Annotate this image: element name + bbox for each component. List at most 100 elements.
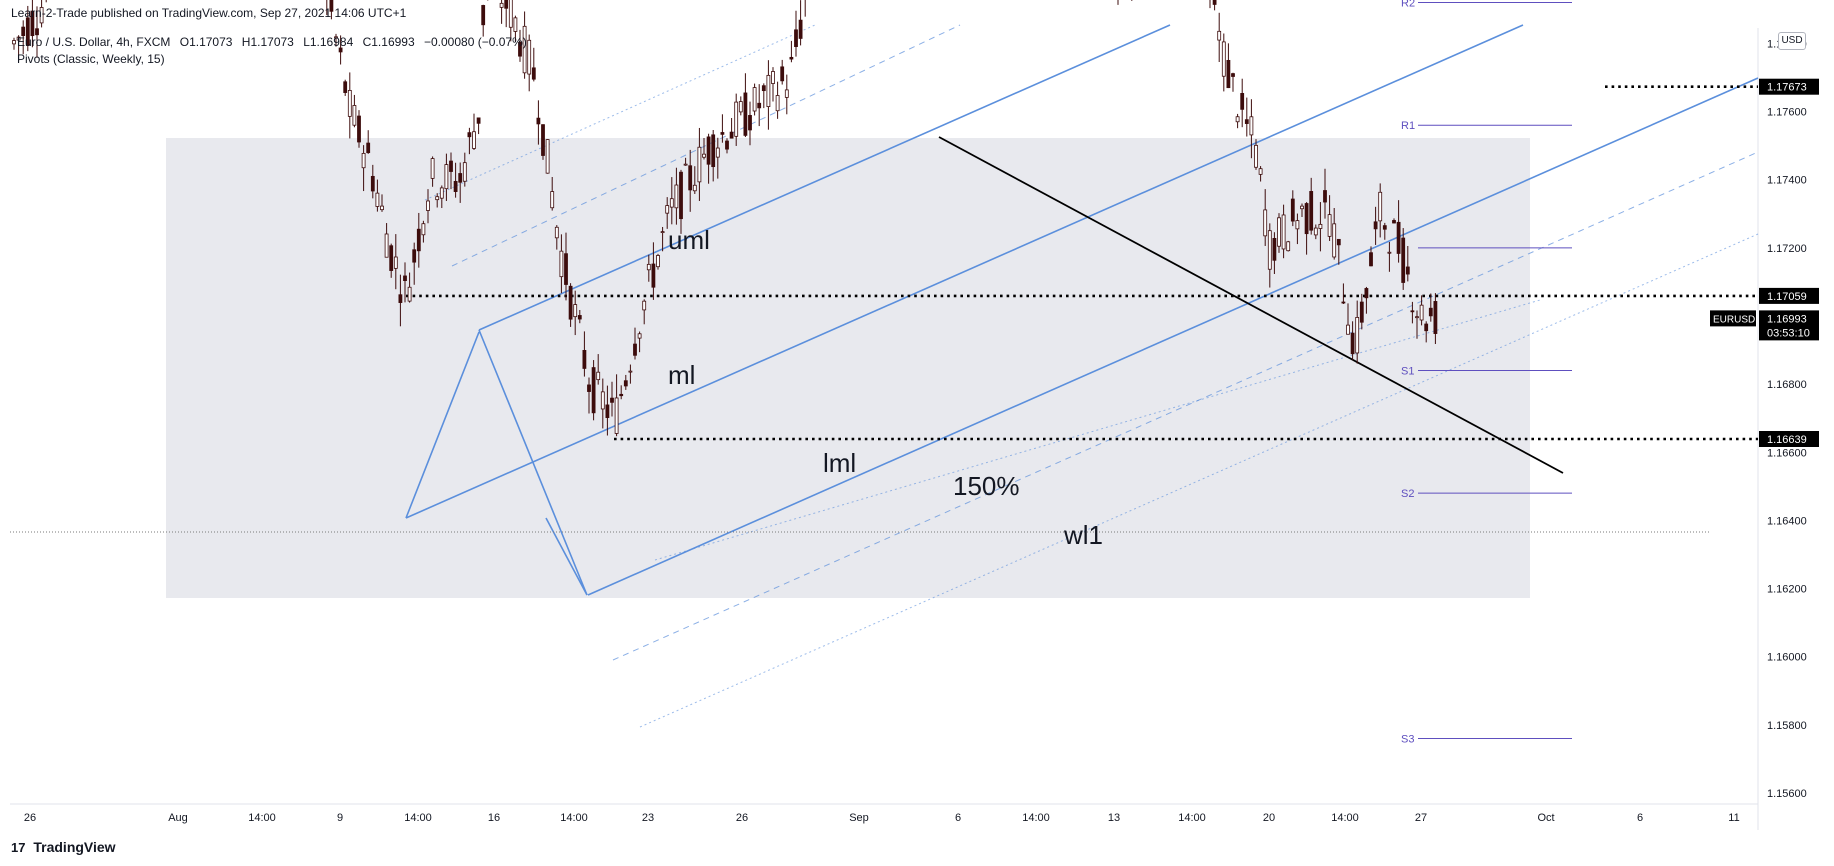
candle-body <box>559 250 564 278</box>
pitchfork-150-dotted <box>654 299 1541 561</box>
candle-body <box>637 333 642 339</box>
candle-body <box>384 233 389 258</box>
pitchfork-handle-1 <box>478 329 588 596</box>
candle-body <box>761 85 766 92</box>
level-price-label: 1.16639 <box>1767 434 1807 446</box>
annotation-uml: uml <box>668 225 710 255</box>
candle-body <box>357 115 361 143</box>
candle-body <box>656 255 660 268</box>
candle-body <box>1217 30 1222 41</box>
candle-body <box>1355 317 1360 354</box>
candle-body <box>398 294 403 303</box>
candle-body <box>619 393 624 397</box>
candle-body <box>665 205 670 214</box>
candle-body <box>1300 205 1304 210</box>
y-tick-label: 1.16400 <box>1767 515 1807 527</box>
y-tick-label: 1.16000 <box>1767 652 1807 664</box>
candle-body <box>1396 221 1401 254</box>
candle-body <box>504 0 509 9</box>
candle-body <box>1359 301 1364 323</box>
candle-body <box>784 89 789 98</box>
pitchfork-uml-line <box>478 24 1171 331</box>
candle-body <box>692 184 697 192</box>
candle-body <box>752 87 757 112</box>
x-tick-label: 14:00 <box>1331 812 1359 824</box>
x-tick-label: 13 <box>1108 812 1120 824</box>
y-tick-label: 1.16600 <box>1767 447 1807 459</box>
x-tick-label: 23 <box>642 812 654 824</box>
time-axis[interactable]: 26 Aug 14:00 9 14:00 16 14:00 23 26 Sep 6 14:00 13 14… <box>24 812 1740 824</box>
annotation-150-percent: 150% <box>953 471 1020 501</box>
tradingview-brand[interactable]: 17 TradingView <box>11 839 116 855</box>
candle-body <box>1364 288 1369 299</box>
candle-body <box>775 95 780 112</box>
x-tick-label: 14:00 <box>248 812 276 824</box>
candle-body <box>449 160 453 172</box>
candle-body <box>403 275 407 281</box>
weekly-pivots: R3R2R1S1S2S3 <box>1401 0 1572 745</box>
candle-body <box>347 89 352 117</box>
pitchfork[interactable] <box>405 24 1759 728</box>
x-tick-label: 14:00 <box>1022 812 1050 824</box>
candle-body <box>633 343 637 356</box>
current-price-label: 1.16993 <box>1767 313 1807 325</box>
candle-body <box>766 74 771 108</box>
candle-body <box>748 115 752 131</box>
candle-body <box>338 47 343 53</box>
candle-body <box>1346 324 1350 335</box>
candlesticks <box>12 0 1438 437</box>
indicator-label[interactable]: Pivots (Classic, Weekly, 15) <box>17 52 165 66</box>
candle-body <box>30 10 35 37</box>
x-tick-label: Oct <box>1537 812 1554 824</box>
annotation-ml: ml <box>668 360 695 390</box>
candle-body <box>380 205 384 211</box>
x-tick-label: 6 <box>1637 812 1643 824</box>
annotations: uml ml lml 150% wl1 <box>668 225 1103 550</box>
pitchfork-lml-line <box>587 77 1759 596</box>
candle-body <box>1318 223 1323 229</box>
candle-body <box>610 397 614 403</box>
x-tick-label: 20 <box>1263 812 1275 824</box>
candle-body <box>1428 307 1433 317</box>
candle-body <box>554 226 559 239</box>
candle-body <box>1304 203 1309 235</box>
candle-body <box>1249 116 1254 136</box>
candle-body <box>476 117 481 124</box>
candle-body <box>352 105 357 126</box>
candle-body <box>389 245 394 271</box>
y-tick-label: 1.15600 <box>1767 788 1807 800</box>
candle-body <box>573 304 578 318</box>
candle-body <box>393 256 398 269</box>
candle-body <box>587 384 591 392</box>
currency-button[interactable]: USD <box>1778 32 1806 50</box>
candle-body <box>568 285 573 320</box>
candle-body <box>1323 190 1327 203</box>
level-price-tag <box>1759 430 1819 447</box>
candle-body <box>527 39 532 75</box>
candle-body <box>416 228 421 252</box>
y-tick-label: 1.17400 <box>1767 175 1807 187</box>
x-tick-label: Sep <box>849 812 869 824</box>
candle-body <box>366 142 371 154</box>
tradingview-logo-icon: 17 <box>11 840 26 855</box>
y-tick-label: 1.17600 <box>1767 107 1807 119</box>
candle-body <box>430 158 435 179</box>
candle-body <box>458 173 463 183</box>
publisher-header: Learn-2-Trade published on TradingView.c… <box>11 6 407 20</box>
candle-body <box>1373 221 1378 230</box>
pitchfork-ml-line <box>405 24 1524 519</box>
price-axis[interactable]: 1.194001.192001.188001.186001.184001.182… <box>1767 0 1807 800</box>
candle-body <box>780 66 785 82</box>
pivot-label: S1 <box>1401 366 1414 378</box>
candle-body <box>789 56 794 60</box>
candle-body <box>1387 251 1392 254</box>
descending-trendline[interactable] <box>938 136 1564 474</box>
symbol-legend: Euro / U.S. Dollar, 4h, FXCM O1.17073 H1… <box>17 35 533 49</box>
ohlc-high: H1.17073 <box>241 35 294 49</box>
candle-body <box>642 300 647 311</box>
y-tick-label: 1.17200 <box>1767 243 1807 255</box>
candle-body <box>798 19 803 39</box>
ohlc-open: O1.17073 <box>179 35 233 49</box>
candle-body <box>688 165 693 191</box>
